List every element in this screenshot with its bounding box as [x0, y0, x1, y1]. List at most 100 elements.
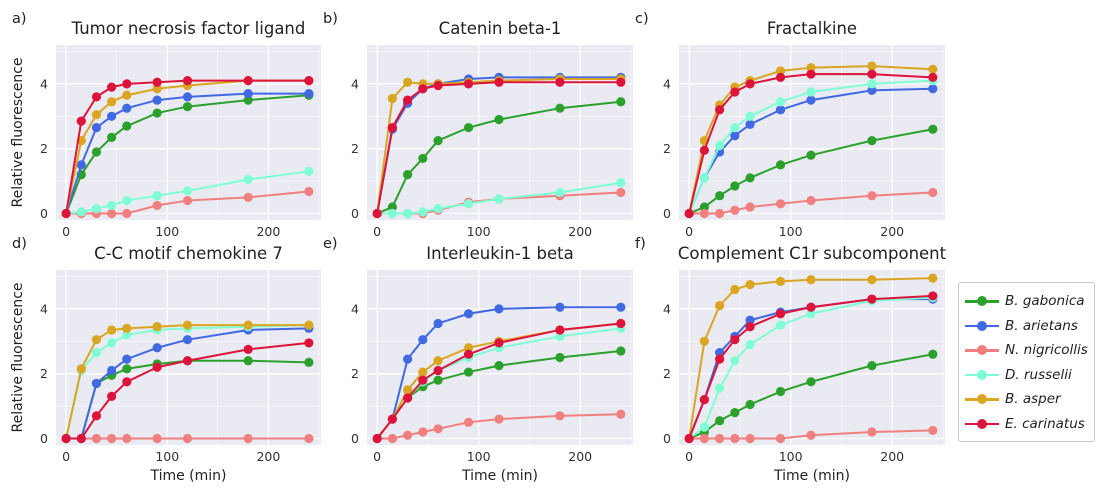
- data-point: [616, 346, 626, 356]
- data-point: [463, 79, 474, 89]
- data-point: [745, 202, 755, 212]
- data-point: [867, 136, 877, 146]
- data-point: [152, 77, 162, 87]
- data-point: [730, 433, 740, 444]
- legend-label: B. arietans: [1005, 317, 1078, 334]
- y-tick-label: 0: [351, 431, 359, 446]
- legend-label: B. gabonica: [1005, 293, 1085, 310]
- data-point: [122, 330, 132, 340]
- data-point: [775, 160, 786, 170]
- data-point: [699, 173, 709, 183]
- data-point: [775, 276, 786, 286]
- data-point: [76, 160, 86, 170]
- data-point: [745, 339, 755, 350]
- data-point: [76, 364, 86, 374]
- data-point: [182, 101, 193, 112]
- data-point: [122, 323, 132, 333]
- data-point: [730, 407, 740, 418]
- data-point: [806, 63, 816, 73]
- data-point: [494, 194, 504, 204]
- y-tick-label: 4: [40, 301, 48, 316]
- data-point: [463, 349, 474, 359]
- data-point: [152, 322, 162, 332]
- data-point: [243, 95, 253, 105]
- data-point: [715, 301, 725, 311]
- data-point: [304, 76, 314, 86]
- data-point: [555, 103, 565, 113]
- data-point: [122, 377, 132, 387]
- y-axis-label: Relative fluorescence: [10, 282, 26, 432]
- y-tick-label: 4: [351, 76, 359, 91]
- data-point: [387, 414, 397, 424]
- data-point: [418, 375, 428, 385]
- data-point: [775, 66, 786, 76]
- data-point: [152, 108, 162, 118]
- data-point: [304, 320, 314, 330]
- data-point: [463, 367, 474, 377]
- data-point: [745, 433, 755, 444]
- y-tick-label: 0: [40, 431, 48, 446]
- data-point: [304, 89, 314, 99]
- data-point: [91, 204, 102, 214]
- y-tick-label: 2: [663, 366, 671, 381]
- data-point: [152, 191, 162, 201]
- chart-panel: 0 100 200 0 2 4 Catenin beta-1 b): [323, 11, 633, 239]
- data-point: [182, 186, 193, 196]
- data-point: [699, 208, 709, 219]
- data-point: [928, 291, 938, 301]
- data-point: [928, 84, 938, 94]
- data-point: [182, 320, 193, 330]
- y-tick-label: 0: [40, 206, 48, 221]
- data-point: [715, 383, 725, 393]
- data-point: [403, 170, 413, 180]
- legend-item: E. carinatus: [965, 412, 1088, 437]
- x-tick-label: 200: [568, 449, 592, 464]
- chart-panel: 0 100 200 0 2 4 Tumor necrosis factor ligand a)…: [10, 11, 321, 239]
- data-point: [152, 200, 162, 211]
- x-axis-label: Time (min): [461, 468, 538, 484]
- data-point: [555, 302, 565, 312]
- data-point: [806, 150, 816, 160]
- data-point: [304, 433, 314, 444]
- data-point: [745, 322, 755, 332]
- data-point: [243, 174, 253, 185]
- legend-swatch-icon: [965, 368, 999, 382]
- data-point: [418, 207, 428, 217]
- data-point: [243, 76, 253, 86]
- data-point: [699, 422, 709, 432]
- panel-letter: e): [323, 236, 338, 252]
- data-point: [403, 393, 413, 403]
- data-point: [494, 361, 504, 371]
- data-point: [730, 181, 740, 191]
- data-point: [107, 132, 117, 142]
- data-point: [403, 430, 413, 440]
- data-point: [730, 205, 740, 215]
- data-point: [433, 424, 443, 434]
- y-tick-label: 2: [40, 366, 48, 381]
- data-point: [775, 199, 786, 209]
- data-point: [418, 153, 428, 164]
- legend-swatch-dot: [977, 296, 987, 307]
- data-point: [616, 77, 626, 87]
- data-point: [107, 200, 117, 211]
- data-point: [433, 365, 443, 376]
- data-point: [122, 121, 132, 131]
- data-point: [182, 92, 193, 102]
- data-point: [745, 119, 755, 129]
- data-point: [867, 191, 877, 201]
- data-point: [304, 186, 314, 197]
- data-point: [152, 433, 162, 444]
- data-point: [61, 208, 71, 219]
- data-point: [91, 348, 102, 358]
- data-point: [806, 95, 816, 105]
- data-point: [745, 279, 755, 290]
- data-point: [152, 343, 162, 353]
- data-point: [699, 395, 709, 405]
- data-point: [806, 430, 816, 440]
- data-point: [418, 367, 428, 377]
- legend-swatch-dot: [977, 394, 987, 405]
- data-point: [616, 318, 626, 329]
- data-point: [91, 378, 102, 389]
- data-point: [684, 208, 694, 219]
